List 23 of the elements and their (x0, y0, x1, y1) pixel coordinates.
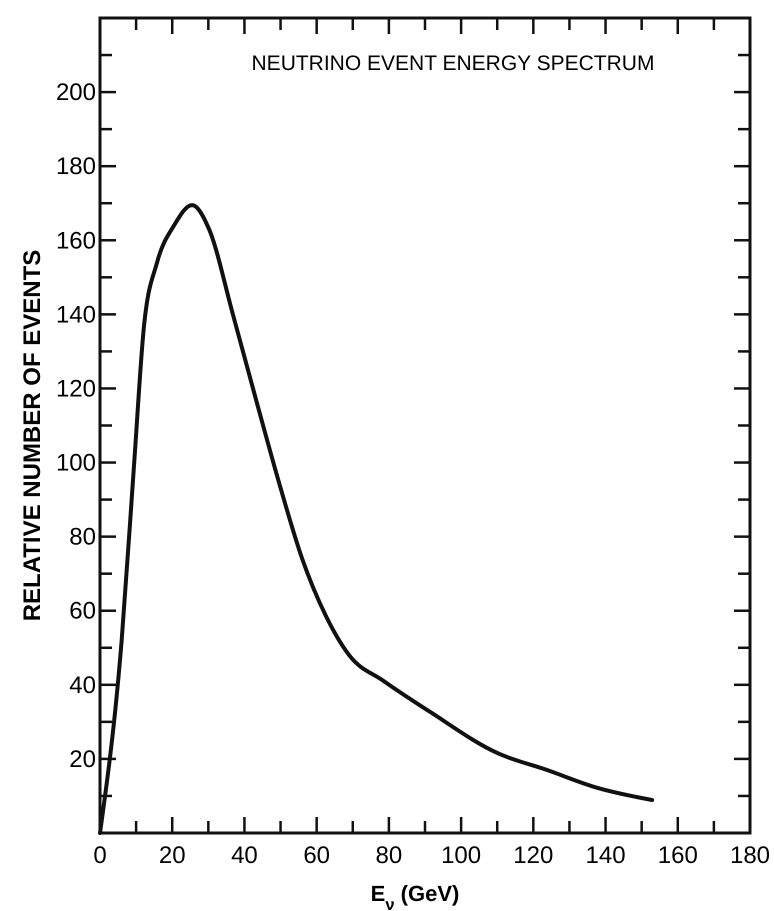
x-tick-label: 180 (730, 842, 770, 869)
y-tick-label: 120 (56, 375, 96, 402)
x-tick-label: 160 (658, 842, 698, 869)
y-tick-label: 200 (56, 79, 96, 106)
y-tick-label: 140 (56, 301, 96, 328)
y-tick-label: 20 (69, 746, 96, 773)
text: NEUTRINO EVENT ENERGY SPECTRUM (252, 52, 654, 75)
x-tick-label: 120 (513, 842, 554, 869)
x-tick-label: 140 (586, 842, 626, 869)
x-tick-label: 20 (158, 842, 186, 869)
x-tick-label: 80 (376, 842, 402, 869)
y-tick-label: 100 (56, 450, 96, 477)
y-tick-label: 40 (69, 672, 96, 699)
x-tick-label: 60 (303, 842, 330, 869)
x-tick-label: 0 (93, 842, 107, 869)
y-axis-title: RELATIVE NUMBER OF EVENTS (19, 250, 46, 622)
x-tick-label: 100 (441, 842, 482, 869)
y-tick-label: 160 (56, 227, 96, 254)
y-tick-label: 180 (56, 153, 96, 180)
y-tick-label: 80 (69, 524, 96, 551)
x-tick-label: 40 (231, 842, 258, 869)
x-axis-title: E$_{ν}$ (GeV) (370, 881, 460, 911)
y-tick-label: 60 (69, 598, 96, 625)
